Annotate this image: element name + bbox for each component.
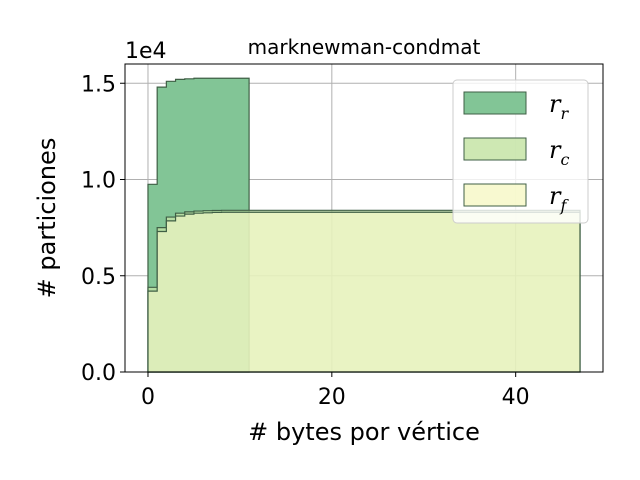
legend: rr rc rf	[452, 79, 589, 224]
legend-swatch-r_f	[463, 183, 527, 207]
x-tick-label-0: 0	[141, 385, 155, 410]
y-tick-label-1: 0.5	[81, 265, 116, 290]
x-tick-label-2: 40	[502, 385, 530, 410]
x-tick-label-1: 20	[318, 385, 346, 410]
y-axis-label: # particiones	[33, 138, 61, 299]
series-r_f-area	[147, 211, 581, 373]
legend-label-r_r: rr	[549, 90, 569, 123]
y-tick-label-2: 1.0	[81, 169, 116, 194]
legend-label-r_c: rc	[549, 136, 569, 169]
y-tick-label-0: 0.0	[81, 361, 116, 386]
legend-label-r_f: rf	[549, 182, 569, 215]
axis-ticks: 0 20 40 0.0 0.5 1.0 1.5	[81, 72, 530, 410]
legend-swatch-r_c	[463, 137, 527, 161]
legend-swatch-r_r	[463, 91, 527, 115]
y-tick-label-3: 1.5	[81, 72, 116, 97]
chart-title: marknewman-condmat	[248, 35, 481, 59]
plot-frame	[124, 63, 604, 373]
histogram-series	[147, 77, 581, 373]
y-offset-label: 1e4	[125, 39, 167, 64]
x-axis-label: # bytes por vértice	[248, 418, 480, 446]
